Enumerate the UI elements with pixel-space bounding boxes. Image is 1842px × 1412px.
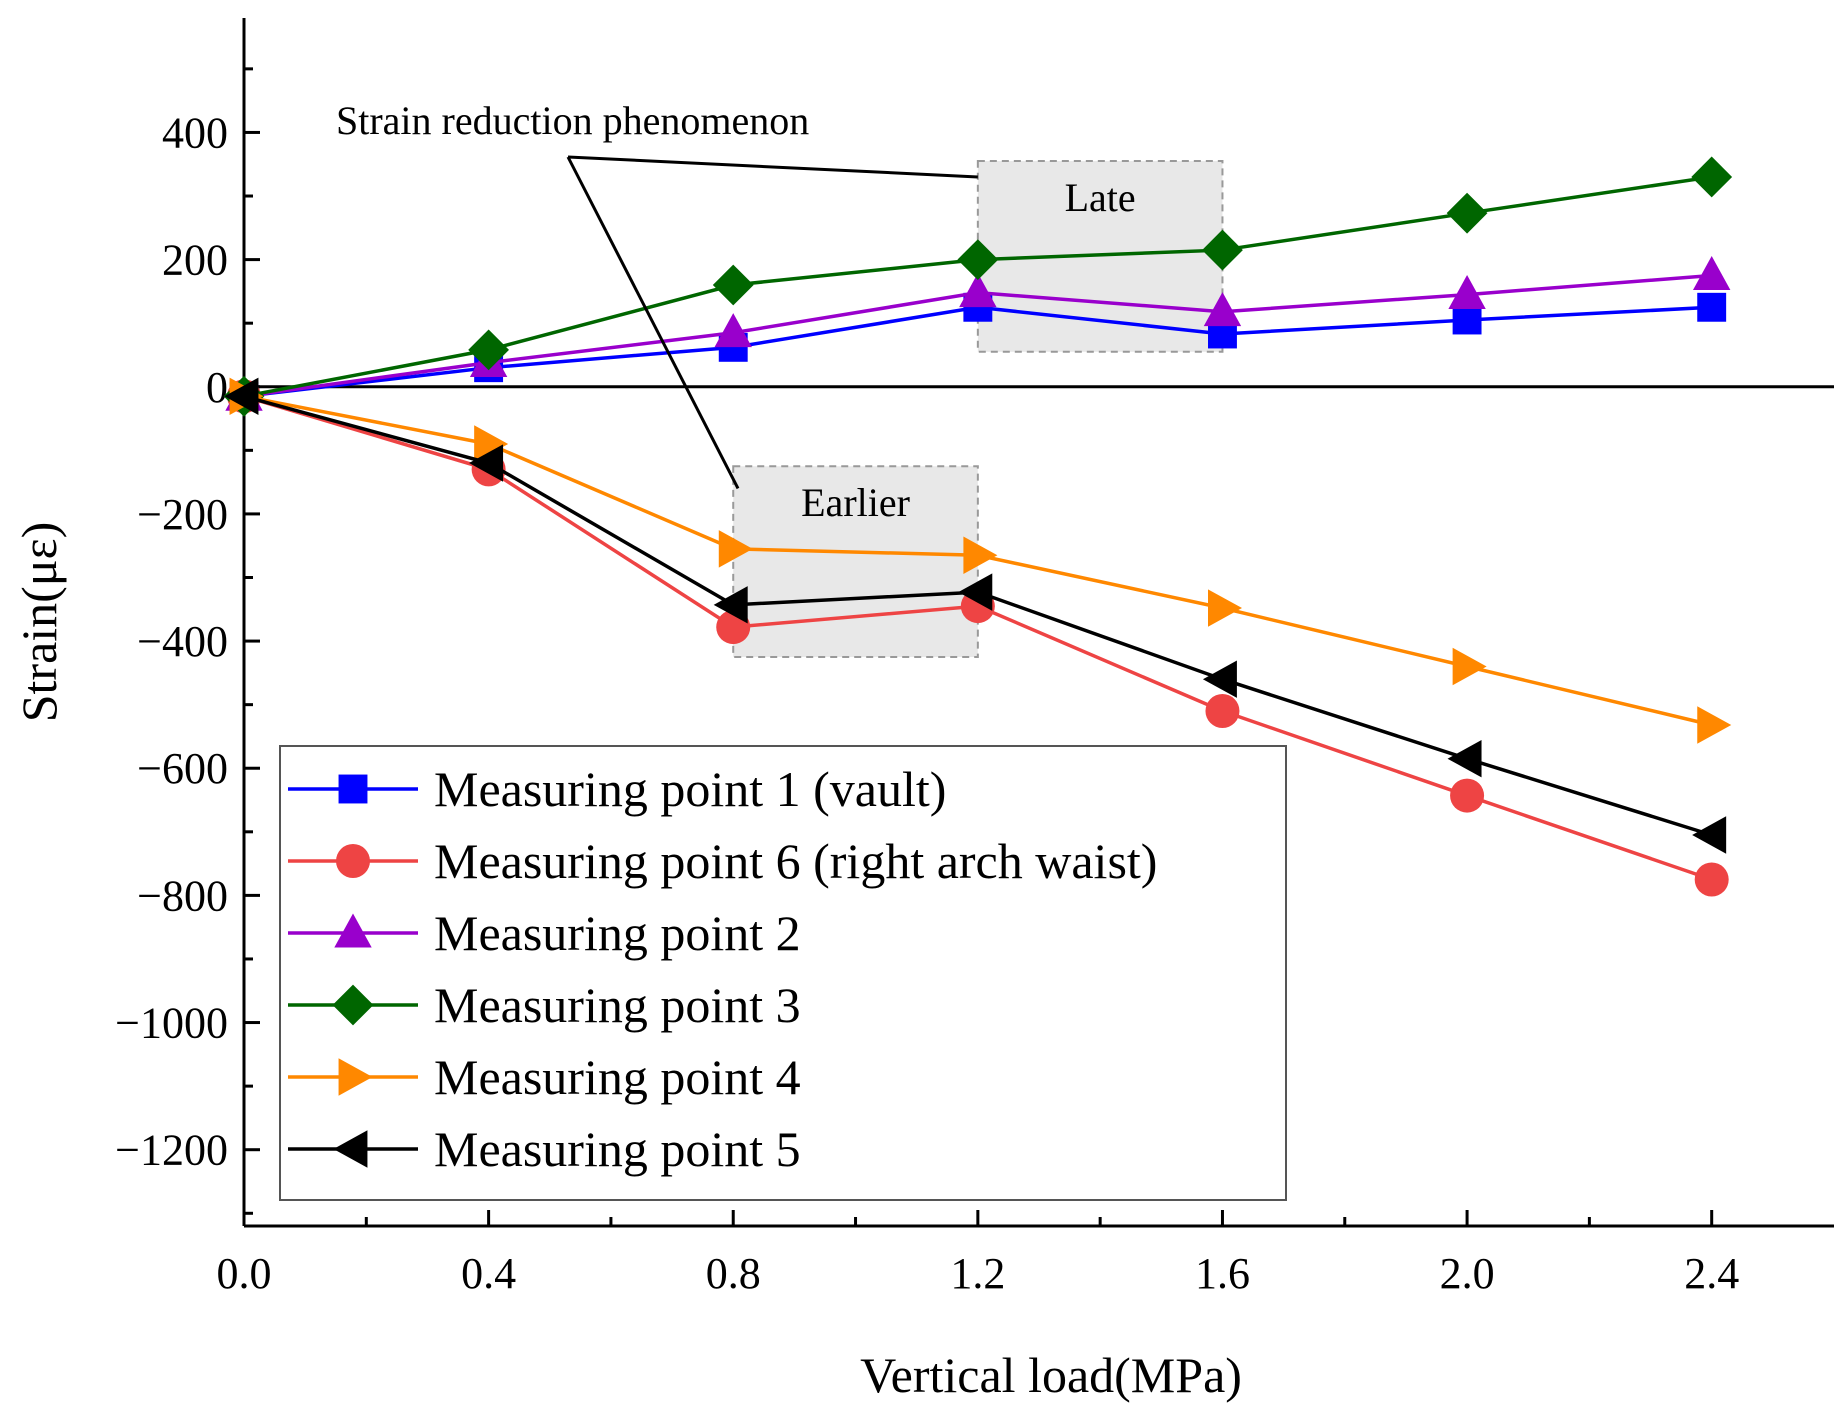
annotation-box-label: Earlier <box>801 480 910 525</box>
data-point <box>963 536 998 574</box>
legend-marker <box>336 844 370 878</box>
x-tick-label: 0.8 <box>706 1249 761 1298</box>
legend-label: Measuring point 6 (right arch waist) <box>434 833 1157 889</box>
y-tick-label: 0 <box>206 363 228 412</box>
legend-label: Measuring point 2 <box>434 905 801 961</box>
data-point <box>474 425 509 463</box>
x-axis-title: Vertical load(MPa) <box>860 1347 1242 1403</box>
data-point <box>1448 275 1486 310</box>
x-tick-label: 1.2 <box>950 1249 1005 1298</box>
data-point <box>1450 778 1485 813</box>
legend: Measuring point 1 (vault) Measuring point… <box>279 745 1287 1201</box>
y-tick-label: −1200 <box>115 1126 228 1175</box>
legend-marker <box>338 774 368 804</box>
annotation-box-label: Late <box>1065 175 1136 220</box>
data-point <box>1203 292 1242 327</box>
axes: 400 200 0 −200 −400 −600 −800 −1000 −1200 0.0 0.4 0… <box>11 18 1834 1403</box>
x-tick-label: 2.0 <box>1440 1249 1495 1298</box>
data-point <box>1692 816 1727 854</box>
data-point <box>468 329 510 371</box>
y-axis-title: Strain(με) <box>11 522 67 723</box>
data-point <box>224 377 259 415</box>
data-point <box>1208 589 1243 627</box>
legend-marker <box>338 1058 373 1096</box>
legend-label: Measuring point 1 (vault) <box>434 761 946 817</box>
y-tick-label: −1000 <box>115 999 228 1048</box>
legend-box <box>279 745 1287 1201</box>
annotation-label: Strain reduction phenomenon <box>336 98 809 143</box>
data-point <box>1697 292 1727 322</box>
legend-label: Measuring point 5 <box>434 1121 801 1177</box>
data-point <box>958 573 993 611</box>
data-point <box>1691 156 1733 198</box>
data-point <box>1697 706 1732 744</box>
x-tick-label: 1.6 <box>1195 1249 1250 1298</box>
legend-marker <box>334 913 372 948</box>
data-point <box>469 444 504 482</box>
data-point <box>1694 862 1729 897</box>
y-tick-label: −400 <box>137 617 228 666</box>
data-point <box>714 313 752 348</box>
y-tick-label: 400 <box>162 108 228 157</box>
y-tick-label: −600 <box>137 744 228 793</box>
data-point <box>1205 694 1240 729</box>
data-point <box>1446 192 1488 234</box>
legend-marker <box>333 1130 368 1168</box>
data-point <box>1202 229 1243 271</box>
data-point <box>1447 739 1482 778</box>
legend-marker <box>332 984 374 1026</box>
y-tick-label: −800 <box>137 871 228 920</box>
data-point <box>1202 660 1237 698</box>
x-tick-label: 0.0 <box>217 1249 272 1298</box>
y-tick-label: −200 <box>137 490 228 539</box>
series-lines <box>223 156 1733 897</box>
x-tick-label: 2.4 <box>1684 1249 1739 1298</box>
x-tick-label: 0.4 <box>461 1249 516 1298</box>
annotations: Strain reduction phenomenon <box>336 98 978 490</box>
data-point <box>957 239 999 280</box>
data-point <box>1452 647 1487 686</box>
y-tick-label: 200 <box>162 236 228 285</box>
data-point <box>959 273 997 308</box>
data-point <box>713 586 748 624</box>
legend-label: Measuring point 4 <box>434 1049 801 1105</box>
leader-line-earlier <box>566 156 740 490</box>
data-point <box>1452 305 1482 335</box>
leader-line-late <box>567 155 978 179</box>
data-point <box>712 264 754 306</box>
legend-label: Measuring point 3 <box>434 977 801 1033</box>
data-point <box>718 530 753 568</box>
data-point <box>1692 255 1731 290</box>
